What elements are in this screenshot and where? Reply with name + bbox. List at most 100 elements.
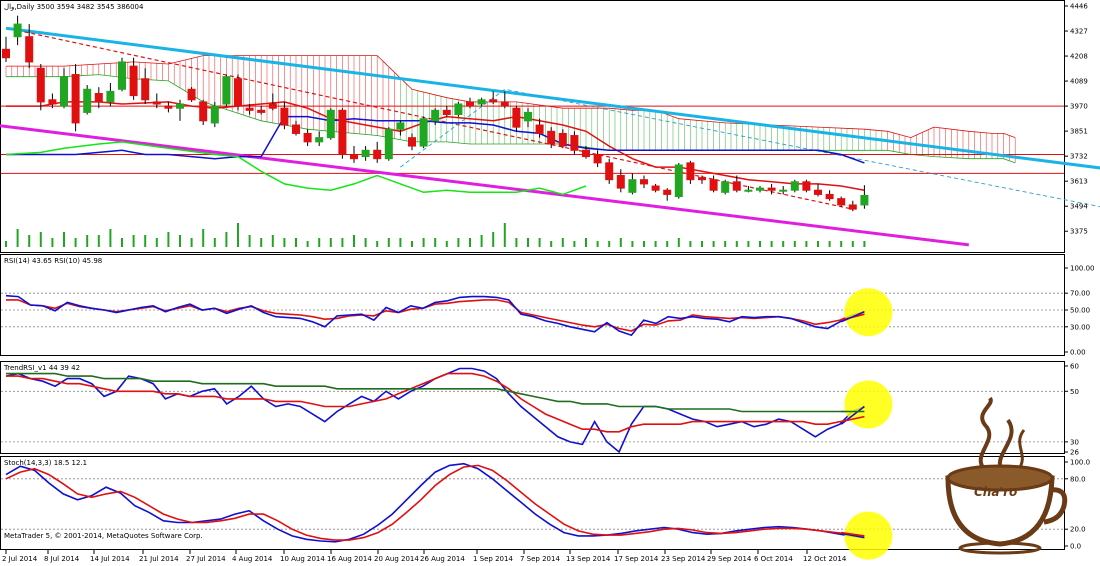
rsi-y-tick-label: 30.00 bbox=[1070, 323, 1090, 331]
candle-body bbox=[419, 118, 428, 147]
candle-body bbox=[640, 179, 648, 185]
logo-text: Cha'ro bbox=[974, 485, 1017, 499]
main-pane bbox=[0, 0, 1065, 253]
x-tick-label: 13 Sep 2014 bbox=[566, 555, 611, 563]
rsi-series-line bbox=[5, 294, 865, 337]
candle-body bbox=[350, 153, 358, 160]
candle-body bbox=[106, 90, 115, 103]
y-tick-label: 4446 bbox=[1070, 3, 1088, 11]
candle-body bbox=[802, 181, 811, 191]
x-tick-label: 2 Jul 2014 bbox=[2, 555, 38, 563]
candle-body bbox=[477, 99, 486, 105]
y-tick-label: 3613 bbox=[1070, 178, 1088, 186]
y-tick-label: 4327 bbox=[1070, 28, 1088, 36]
candle-body bbox=[628, 179, 637, 193]
rsi-header: RSI(14) 43.65 RSI(10) 45.98 bbox=[4, 257, 102, 265]
candle-body bbox=[779, 189, 788, 192]
magenta-trendline bbox=[0, 124, 969, 247]
candle-body bbox=[848, 204, 857, 210]
candle-body bbox=[373, 149, 382, 160]
cyan-dashed-channel bbox=[400, 88, 1100, 208]
cyan-trendline bbox=[5, 26, 1100, 170]
rsi-y-tick-label: 50.00 bbox=[1070, 307, 1090, 315]
candle-body bbox=[663, 189, 672, 195]
candle-body bbox=[582, 149, 590, 158]
candle-body bbox=[60, 76, 68, 107]
x-tick-label: 7 Sep 2014 bbox=[520, 555, 560, 563]
x-tick-label: 21 Jul 2014 bbox=[139, 555, 179, 563]
candle-body bbox=[512, 107, 521, 128]
x-tick-label: 17 Sep 2014 bbox=[614, 555, 659, 563]
candle-body bbox=[234, 78, 242, 107]
candle-body bbox=[489, 99, 498, 103]
candle-body bbox=[605, 162, 614, 181]
candle-body bbox=[466, 101, 474, 107]
candle-body bbox=[408, 137, 416, 147]
y-tick-label: 3375 bbox=[1070, 228, 1088, 236]
trend-y-tick-label: 60 bbox=[1070, 363, 1079, 371]
candle-body bbox=[558, 132, 567, 147]
trend-y-tick-label: 30 bbox=[1070, 438, 1079, 446]
candle-body bbox=[25, 36, 34, 63]
candle-body bbox=[141, 78, 150, 101]
trend-y-tick-label: 50 bbox=[1070, 388, 1079, 396]
rsi-y-tick-label: 100.00 bbox=[1070, 265, 1095, 273]
candle-body bbox=[199, 101, 208, 122]
candle-body bbox=[698, 177, 706, 181]
candle-body bbox=[245, 107, 254, 111]
stoch-y-tick-label: 0.0 bbox=[1070, 543, 1081, 551]
candle-body bbox=[431, 109, 440, 122]
y-tick-label: 4208 bbox=[1070, 53, 1088, 61]
candle-body bbox=[118, 61, 126, 90]
candle-body bbox=[257, 109, 266, 113]
candle-body bbox=[616, 174, 625, 189]
stoch-header: Stoch(14,3,3) 18.5 12.1 bbox=[4, 459, 87, 467]
candle-body bbox=[71, 74, 80, 124]
rsi-y-tick-label: 70.00 bbox=[1070, 290, 1090, 298]
trend-header: TrendRSI_v1 44 39 42 bbox=[3, 364, 80, 372]
candle-body bbox=[361, 149, 370, 158]
y-tick-label: 3494 bbox=[1070, 203, 1088, 211]
candle-body bbox=[164, 105, 173, 109]
candle-body bbox=[338, 109, 347, 155]
main-price-layer bbox=[0, 15, 1100, 247]
candle-body bbox=[442, 109, 451, 116]
x-tick-label: 12 Oct 2014 bbox=[803, 555, 847, 563]
coffee-cup-logo: Cha'ro bbox=[945, 396, 1068, 555]
candle-body bbox=[686, 162, 695, 181]
rsi-pane bbox=[0, 254, 1065, 356]
candle-body bbox=[709, 179, 718, 191]
candle-body bbox=[790, 181, 799, 191]
candle-body bbox=[396, 122, 405, 130]
candle-body bbox=[152, 101, 161, 105]
candle-body bbox=[268, 103, 277, 109]
stoch-series-tail bbox=[841, 531, 865, 537]
trend-y-tick-label: 26 bbox=[1070, 449, 1079, 457]
x-tick-label: 23 Sep 2014 bbox=[661, 555, 706, 563]
stoch-highlight-circle bbox=[844, 511, 893, 560]
y-tick-label: 3732 bbox=[1070, 153, 1088, 161]
candle-body bbox=[860, 194, 869, 206]
stoch-y-tick-label: 80.0 bbox=[1070, 475, 1086, 483]
y-tick-label: 4089 bbox=[1070, 78, 1088, 86]
trend-pane bbox=[0, 361, 1065, 454]
candle-body bbox=[2, 48, 10, 59]
candle-body bbox=[94, 92, 103, 103]
candle-body bbox=[176, 103, 184, 109]
x-tick-label: 20 Aug 2014 bbox=[374, 555, 419, 563]
x-tick-label: 27 Jul 2014 bbox=[186, 555, 226, 563]
x-tick-label: 14 Jul 2014 bbox=[90, 555, 130, 563]
stoch-series-line bbox=[5, 464, 865, 541]
x-tick-label: 8 Jul 2014 bbox=[44, 555, 80, 563]
candle-body bbox=[326, 109, 335, 139]
candle-body bbox=[292, 124, 300, 134]
candle-body bbox=[767, 187, 776, 191]
stoch-y-tick-label: 20.0 bbox=[1070, 526, 1086, 534]
candle-body bbox=[651, 185, 660, 191]
candle-body bbox=[721, 181, 730, 193]
axis-layer: 4446 4327 4208 4089 3970 3851 3732 3613 3494 3375… bbox=[2, 3, 1095, 564]
candle-body bbox=[303, 132, 312, 143]
stoch-series-tail bbox=[841, 532, 865, 539]
x-tick-label: 10 Aug 2014 bbox=[280, 555, 325, 563]
